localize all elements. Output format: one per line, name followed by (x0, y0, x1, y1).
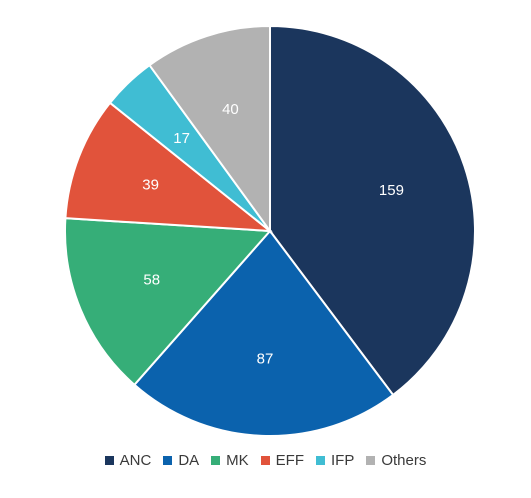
legend-swatch-others (366, 456, 376, 465)
legend-label-anc: ANC (119, 452, 152, 469)
legend-item-da: DA (163, 452, 199, 469)
data-label-anc: 159 (379, 182, 404, 199)
legend-item-others: Others (366, 452, 426, 469)
legend-swatch-ifp (316, 456, 325, 465)
legend-label-eff: EFF (275, 452, 304, 469)
legend-label-others: Others (381, 452, 427, 469)
legend-item-ifp: IFP (316, 452, 354, 469)
legend-swatch-mk (211, 456, 221, 465)
legend-item-mk: MK (211, 452, 249, 469)
pie-slice-da (133, 229, 395, 437)
pie-slice-anc (269, 24, 476, 397)
slices-layer (64, 24, 476, 437)
legend-swatch-anc (104, 456, 114, 465)
pie-slice-mk (64, 217, 273, 387)
legend: ANC DA MK EFF IFP Others (0, 452, 531, 469)
data-label-ifp: 17 (173, 130, 190, 147)
data-label-others: 40 (222, 101, 239, 118)
labels-layer: 159 87 58 39 17 40 (142, 101, 404, 368)
legend-swatch-da (163, 456, 173, 465)
legend-item-anc: ANC (104, 452, 152, 469)
legend-label-da: DA (178, 452, 200, 469)
data-label-eff: 39 (142, 176, 159, 193)
legend-label-ifp: IFP (331, 452, 355, 469)
pie-slice-others (148, 24, 271, 235)
legend-item-eff: EFF (260, 452, 304, 469)
data-label-da: 87 (257, 350, 274, 367)
pie-slice-eff (64, 101, 274, 233)
legend-swatch-eff (260, 456, 270, 465)
legend-label-mk: MK (226, 452, 249, 469)
data-label-mk: 58 (143, 271, 160, 288)
